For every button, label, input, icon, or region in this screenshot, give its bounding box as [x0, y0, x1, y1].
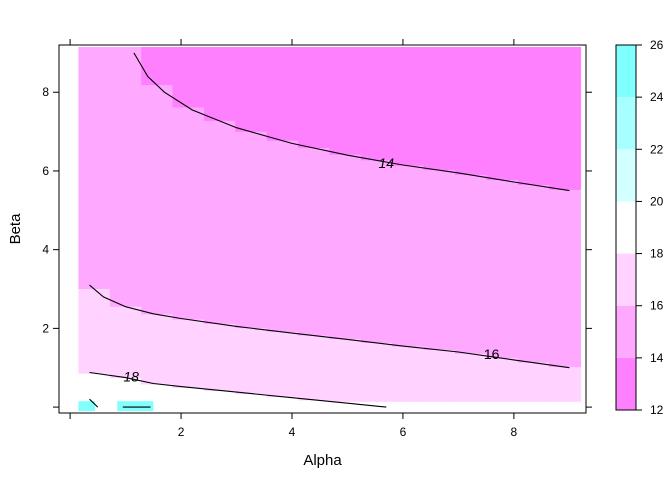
fill-band-14-16 [392, 165, 425, 348]
y-tick-label: 2 [42, 321, 49, 335]
fill-band-12-14 [298, 46, 331, 149]
x-tick-label: 2 [178, 425, 185, 439]
fill-band-16-18 [266, 331, 299, 398]
fill-band-12-14 [392, 46, 425, 167]
y-tick-label: 6 [42, 164, 49, 178]
colorbar-frame [615, 44, 637, 411]
fill-band-12-14 [423, 46, 456, 171]
contour-line-18 [89, 371, 387, 408]
colorbar-segment [616, 97, 636, 150]
fill-band-14-16 [360, 160, 393, 344]
fill-band-16-18 [109, 306, 142, 379]
fill-band-12-14 [549, 46, 582, 191]
contour-line-24 [89, 398, 99, 408]
plot-frame [58, 44, 587, 414]
contour-label-14: 14 [379, 155, 395, 171]
y-tick-label: 8 [42, 85, 49, 99]
colorbar-tick-label: 16 [650, 299, 664, 313]
fill-band-12-14 [454, 46, 487, 176]
plot-contour-labels: 14 16 18 [123, 155, 499, 384]
colorbar-tick-label: 22 [650, 142, 664, 156]
colorbar-tick-label: 26 [650, 38, 664, 52]
colorbar-tick-label: 12 [650, 403, 664, 417]
contour-label-18: 18 [123, 368, 139, 384]
fill-band-14-16 [203, 120, 236, 325]
fill-band-16-18 [454, 353, 487, 402]
x-tick-label: 4 [289, 425, 296, 439]
fill-band-14-16 [517, 185, 550, 364]
colorbar-segment [616, 201, 636, 254]
fill-band-12-14 [517, 46, 550, 186]
fill-band-24-26 [117, 401, 154, 412]
fill-band-16-18 [360, 342, 393, 402]
fill-band-14-16 [329, 154, 362, 340]
fill-band-12-14 [203, 46, 236, 122]
fill-band-12-14 [141, 46, 174, 86]
fill-band-16-18 [172, 319, 205, 388]
fill-band-14-16 [454, 174, 487, 355]
x-axis-title: Alpha [303, 452, 342, 469]
fill-band-14-16 [549, 189, 582, 368]
colorbar-segment [616, 253, 636, 306]
colorbar-tick-label: 24 [650, 90, 664, 104]
fill-band-14-16 [172, 107, 205, 321]
fill-band-12-14 [266, 46, 299, 142]
fill-band-16-18 [486, 358, 519, 402]
fill-band-16-18 [235, 328, 268, 395]
fill-band-16-18 [78, 288, 111, 374]
x-tick-label: 8 [511, 425, 518, 439]
fill-band-12-14 [360, 46, 393, 161]
y-axis: 2 4 6 8 [42, 85, 592, 408]
y-axis-title: Beta [7, 213, 24, 245]
fill-band-14-16 [235, 131, 268, 329]
fill-band-14-16 [141, 85, 174, 316]
colorbar: 12 14 16 18 20 22 24 26 [615, 38, 664, 417]
fill-band-14-16 [423, 170, 456, 351]
colorbar-segment [616, 45, 636, 98]
plot-fills [78, 46, 582, 412]
fill-band-16-18 [329, 339, 362, 402]
colorbar-segment [616, 357, 636, 410]
x-tick-label: 6 [400, 425, 407, 439]
fill-band-14-16 [266, 140, 299, 333]
contour-label-16: 16 [484, 346, 500, 362]
colorbar-tick-label: 18 [650, 247, 664, 261]
plot-contours [89, 52, 570, 408]
fill-band-16-18 [549, 367, 582, 402]
fill-band-12-14 [172, 46, 205, 109]
fill-band-14-16 [486, 180, 519, 359]
fill-band-24-26 [78, 401, 96, 412]
fill-band-14-16 [298, 148, 331, 337]
fill-band-16-18 [423, 349, 456, 402]
fill-band-16-18 [517, 362, 550, 402]
y-tick-label: 4 [42, 243, 49, 257]
fill-band-12-14 [329, 46, 362, 156]
x-axis: 2 4 6 8 [69, 39, 518, 439]
contour-line-16 [89, 284, 570, 369]
fill-band-16-18 [298, 335, 331, 401]
fill-band-16-18 [392, 346, 425, 402]
fill-band-16-18 [141, 314, 174, 385]
contour-line-14 [133, 52, 570, 192]
fill-band-12-14 [235, 46, 268, 133]
colorbar-tick-label: 14 [650, 351, 664, 365]
colorbar-segment [616, 305, 636, 358]
fill-band-12-14 [486, 46, 519, 181]
fill-band-14-16 [78, 46, 111, 290]
colorbar-tick-label: 20 [650, 194, 664, 208]
fill-band-16-18 [203, 324, 236, 392]
fill-band-14-16 [109, 46, 142, 308]
colorbar-segment [616, 149, 636, 202]
